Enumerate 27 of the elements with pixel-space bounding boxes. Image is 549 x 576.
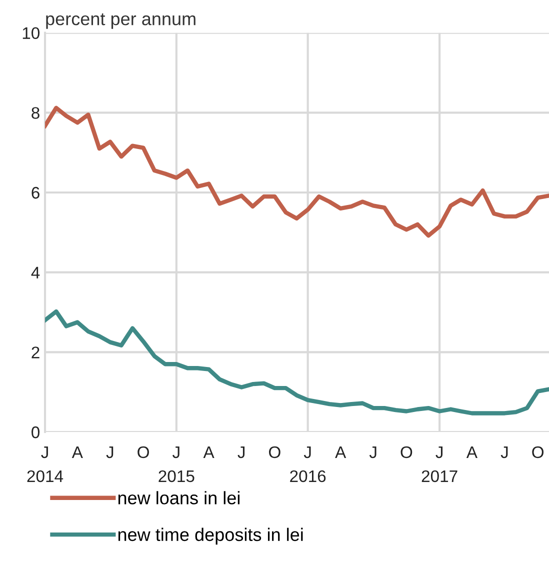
legend-label: new loans in lei bbox=[118, 491, 240, 504]
x-tick-label: J bbox=[238, 446, 244, 458]
y-tick-label: 2 bbox=[32, 346, 40, 358]
x-tick-label: J 2015 bbox=[158, 446, 194, 482]
y-tick-label: 6 bbox=[32, 186, 40, 199]
legend-label: new time deposits in lei bbox=[118, 528, 303, 545]
x-tick-label: A bbox=[335, 446, 346, 458]
x-tick-label: J bbox=[369, 446, 376, 458]
x-tick-label: J 2014 bbox=[27, 446, 64, 482]
x-tick-label: J bbox=[500, 446, 508, 458]
y-axis-title: percent per annum bbox=[46, 13, 196, 29]
x-tick-label: O bbox=[532, 446, 544, 458]
y-tick-label: 10 bbox=[22, 27, 40, 40]
x-tick-label: O bbox=[268, 446, 280, 458]
x-tick-label: J 2017 bbox=[422, 446, 458, 482]
x-tick-label: A bbox=[72, 446, 83, 458]
y-tick-label: 4 bbox=[31, 266, 40, 278]
x-tick-label: A bbox=[466, 446, 478, 458]
x-tick-label: A bbox=[203, 446, 214, 458]
x-tick-label: J 2016 bbox=[290, 446, 326, 482]
line-series bbox=[45, 309, 549, 416]
x-tick-label: O bbox=[400, 446, 412, 458]
y-tick-label: 8 bbox=[32, 107, 40, 119]
y-tick-label: 0 bbox=[32, 426, 40, 438]
x-tick-label: O bbox=[138, 446, 149, 458]
line-series bbox=[45, 106, 549, 238]
x-tick-label: J bbox=[106, 446, 114, 458]
